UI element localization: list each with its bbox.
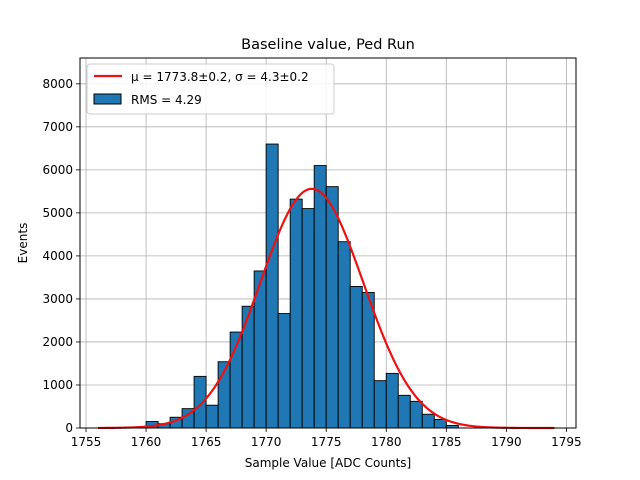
- y-tick-label: 5000: [42, 206, 73, 220]
- histogram-bar: [409, 400, 423, 429]
- histogram-bar: [385, 372, 399, 429]
- y-tick-label: 1000: [42, 378, 73, 392]
- x-axis-label: Sample Value [ADC Counts]: [245, 456, 411, 470]
- y-tick-label: 8000: [42, 77, 73, 91]
- y-tick-label: 6000: [42, 163, 73, 177]
- gaussian-fit-curve: [98, 187, 555, 430]
- y-tick-label: 3000: [42, 292, 73, 306]
- histogram-bar: [361, 292, 375, 429]
- histogram-bar: [337, 241, 351, 429]
- histogram-bar: [205, 404, 219, 429]
- histogram-bar: [265, 143, 279, 429]
- x-tick-label: 1770: [251, 435, 282, 449]
- plot-frame: [79, 57, 577, 429]
- legend-rms-patch-swatch: [93, 93, 122, 105]
- legend-fit-label: μ = 1773.8±0.2, σ = 4.3±0.2: [131, 70, 309, 84]
- legend: μ = 1773.8±0.2, σ = 4.3±0.2 RMS = 4.29: [86, 63, 335, 115]
- x-tick-label: 1795: [551, 435, 582, 449]
- y-tick-label: 7000: [42, 120, 73, 134]
- histogram-bars: [145, 143, 459, 429]
- y-tick-label: 0: [65, 421, 73, 435]
- y-tick-label: 2000: [42, 335, 73, 349]
- histogram-bar: [301, 208, 315, 429]
- y-axis-label: Events: [16, 223, 30, 264]
- y-axis-ticks: 0 1000 2000 3000 4000 5000 6000 7000 8000: [42, 77, 80, 435]
- histogram-bar: [373, 380, 387, 429]
- x-tick-label: 1790: [491, 435, 522, 449]
- x-tick-label: 1785: [431, 435, 462, 449]
- x-tick-label: 1765: [191, 435, 222, 449]
- legend-box: [86, 63, 335, 115]
- x-tick-label: 1775: [311, 435, 342, 449]
- histogram-bar: [289, 198, 303, 429]
- histogram-bar: [433, 418, 447, 429]
- histogram-bar: [421, 413, 435, 429]
- y-tick-label: 4000: [42, 249, 73, 263]
- x-tick-label: 1760: [131, 435, 162, 449]
- x-tick-label: 1780: [371, 435, 402, 449]
- histogram-bar: [277, 313, 291, 429]
- x-tick-label: 1755: [71, 435, 102, 449]
- x-axis-ticks: 1755 1760 1765 1770 1775 1780 1785 1790 1795: [71, 428, 582, 449]
- histogram-bar: [313, 165, 327, 429]
- histogram-bar: [397, 394, 411, 429]
- legend-rms-label: RMS = 4.29: [131, 93, 202, 107]
- histogram-bar: [349, 286, 363, 429]
- histogram-bar: [325, 186, 339, 429]
- chart-title: Baseline value, Ped Run: [241, 37, 415, 53]
